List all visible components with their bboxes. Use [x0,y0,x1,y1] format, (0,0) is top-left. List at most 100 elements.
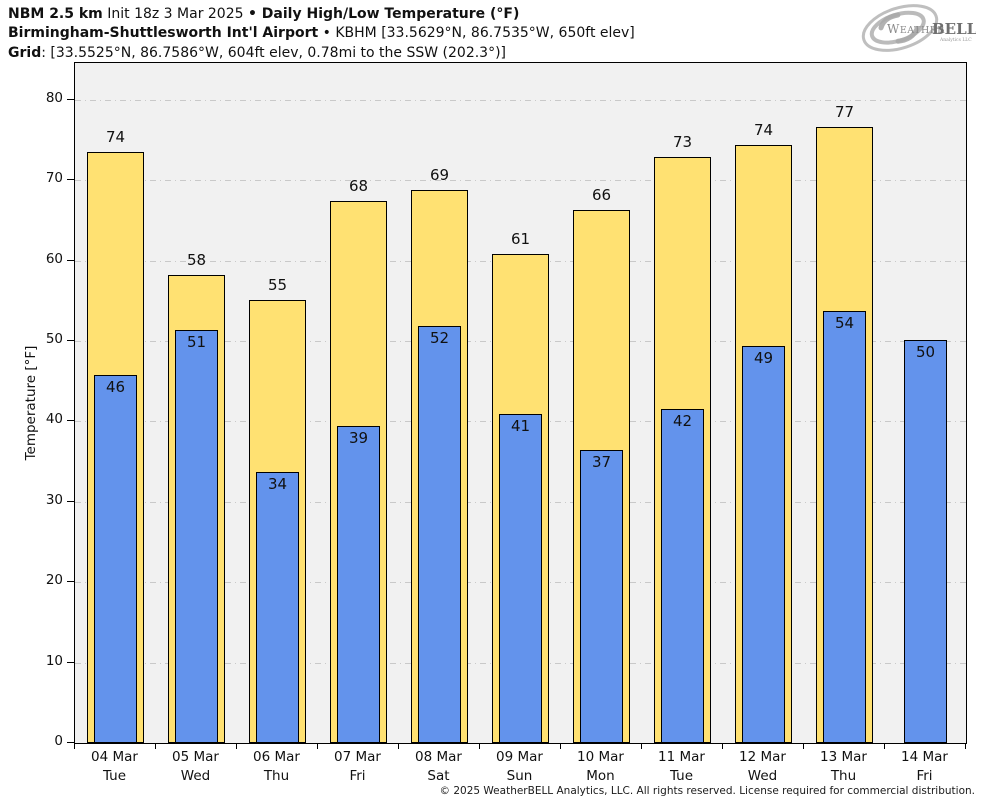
low-value-label: 37 [591,452,612,471]
low-bar-11-Mar [661,408,704,743]
low-bar-14-Mar [904,340,947,743]
station-name: Birmingham-Shuttlesworth Int'l Airport [8,25,319,42]
x-tick-0 [74,744,75,749]
high-value-label: 61 [510,230,531,249]
x-label-date: 09 Mar [496,749,543,765]
low-value-label: 41 [510,417,531,436]
x-label-weekday: Thu [830,768,857,784]
y-tick-label-30: 30 [45,491,63,508]
low-bar-06-Mar [256,472,299,743]
x-label-weekday: Fri [916,768,933,784]
header-line-1: NBM 2.5 km Init 18z 3 Mar 2025 • Daily H… [8,5,635,24]
high-value-label: 73 [672,133,693,152]
x-tick-3 [317,744,318,749]
x-label-weekday: Tue [669,768,694,784]
y-tick-10 [67,661,74,663]
high-value-label: 55 [267,276,288,295]
low-value-label: 52 [429,328,450,347]
x-label-date: 05 Mar [172,749,219,765]
x-label-weekday: Mon [586,768,615,784]
x-label-date: 12 Mar [739,749,786,765]
high-value-label: 68 [348,177,369,196]
logo-text-weather: WEATHER [887,22,945,36]
low-bar-10-Mar [580,449,623,743]
logo-text-analytics: Analytics LLC [939,37,972,43]
y-tick-label-50: 50 [45,331,63,348]
low-bar-07-Mar [337,426,380,743]
low-value-label: 46 [105,377,126,396]
low-bar-08-Mar [418,325,461,743]
y-tick-0 [67,742,74,743]
x-axis-label-06-Mar: 06 Mar Thu [232,748,322,786]
station-coords: • KBHM [33.5629°N, 86.7535°W, 650ft elev… [318,25,635,42]
x-axis-label-08-Mar: 08 Mar Sat [394,748,484,786]
x-label-date: 11 Mar [658,749,705,765]
x-axis-label-12-Mar: 12 Mar Wed [718,748,808,786]
low-bar-05-Mar [175,329,218,743]
y-tick-40 [67,420,74,422]
x-axis-label-04-Mar: 04 Mar Tue [70,748,160,786]
weatherbell-logo: WEATHER BELL Analytics LLC [854,2,978,54]
high-value-label: 66 [591,186,612,205]
high-value-label: 74 [753,120,774,139]
high-value-label: 74 [105,128,126,147]
x-tick-10 [884,744,885,749]
y-tick-label-60: 60 [45,250,63,267]
header-line-2: Birmingham-Shuttlesworth Int'l Airport •… [8,24,635,43]
x-label-weekday: Thu [263,768,290,784]
x-label-weekday: Sun [506,768,533,784]
x-label-date: 13 Mar [820,749,867,765]
y-tick-label-40: 40 [45,411,63,428]
y-axis-title: Temperature [°F] [23,345,39,461]
header-line-3: Grid: [33.5525°N, 86.7586°W, 604ft elev,… [8,44,635,63]
gridline-70 [75,180,966,182]
logo-text-bell: BELL [932,20,976,38]
x-axis-label-13-Mar: 13 Mar Thu [799,748,889,786]
y-tick-50 [67,340,74,342]
init-time: Init 18z 3 Mar 2025 [102,6,248,22]
x-label-date: 14 Mar [901,749,948,765]
x-axis-label-10-Mar: 10 Mar Mon [556,748,646,786]
x-label-weekday: Wed [180,768,211,784]
y-tick-30 [67,500,74,502]
low-value-label: 42 [672,411,693,430]
x-label-date: 10 Mar [577,749,624,765]
chart-title: • Daily High/Low Temperature (°F) [247,6,520,22]
x-tick-11 [965,744,966,749]
x-tick-4 [398,744,399,749]
x-axis-label-07-Mar: 07 Mar Fri [313,748,403,786]
low-bar-09-Mar [499,414,542,743]
x-label-date: 07 Mar [334,749,381,765]
x-axis-label-05-Mar: 05 Mar Wed [151,748,241,786]
low-value-label: 39 [348,429,369,448]
hurricane-swirl-icon: WEATHER BELL Analytics LLC [861,4,978,52]
x-tick-8 [722,744,723,749]
x-tick-6 [560,744,561,749]
low-value-label: 34 [267,475,288,494]
x-label-weekday: Sat [427,768,450,784]
gridline-80 [75,99,966,101]
low-bar-04-Mar [94,374,137,743]
y-tick-80 [67,98,74,100]
low-value-label: 54 [834,314,855,333]
y-tick-20 [67,581,74,583]
x-axis-label-11-Mar: 11 Mar Tue [637,748,727,786]
y-tick-label-80: 80 [45,89,63,106]
x-tick-1 [155,744,156,749]
grid-label: Grid [8,44,42,61]
low-value-label: 50 [915,343,936,362]
x-tick-7 [641,744,642,749]
y-tick-70 [67,179,74,181]
x-label-weekday: Tue [102,768,127,784]
x-label-date: 06 Mar [253,749,300,765]
x-label-date: 08 Mar [415,749,462,765]
grid-coords: : [33.5525°N, 86.7586°W, 604ft elev, 0.7… [41,44,507,61]
y-tick-label-10: 10 [45,652,63,669]
model-name: NBM 2.5 km [8,6,103,22]
low-value-label: 49 [753,348,774,367]
x-label-weekday: Wed [747,768,778,784]
x-tick-9 [803,744,804,749]
y-tick-label-0: 0 [54,733,63,749]
low-bar-12-Mar [742,345,785,743]
